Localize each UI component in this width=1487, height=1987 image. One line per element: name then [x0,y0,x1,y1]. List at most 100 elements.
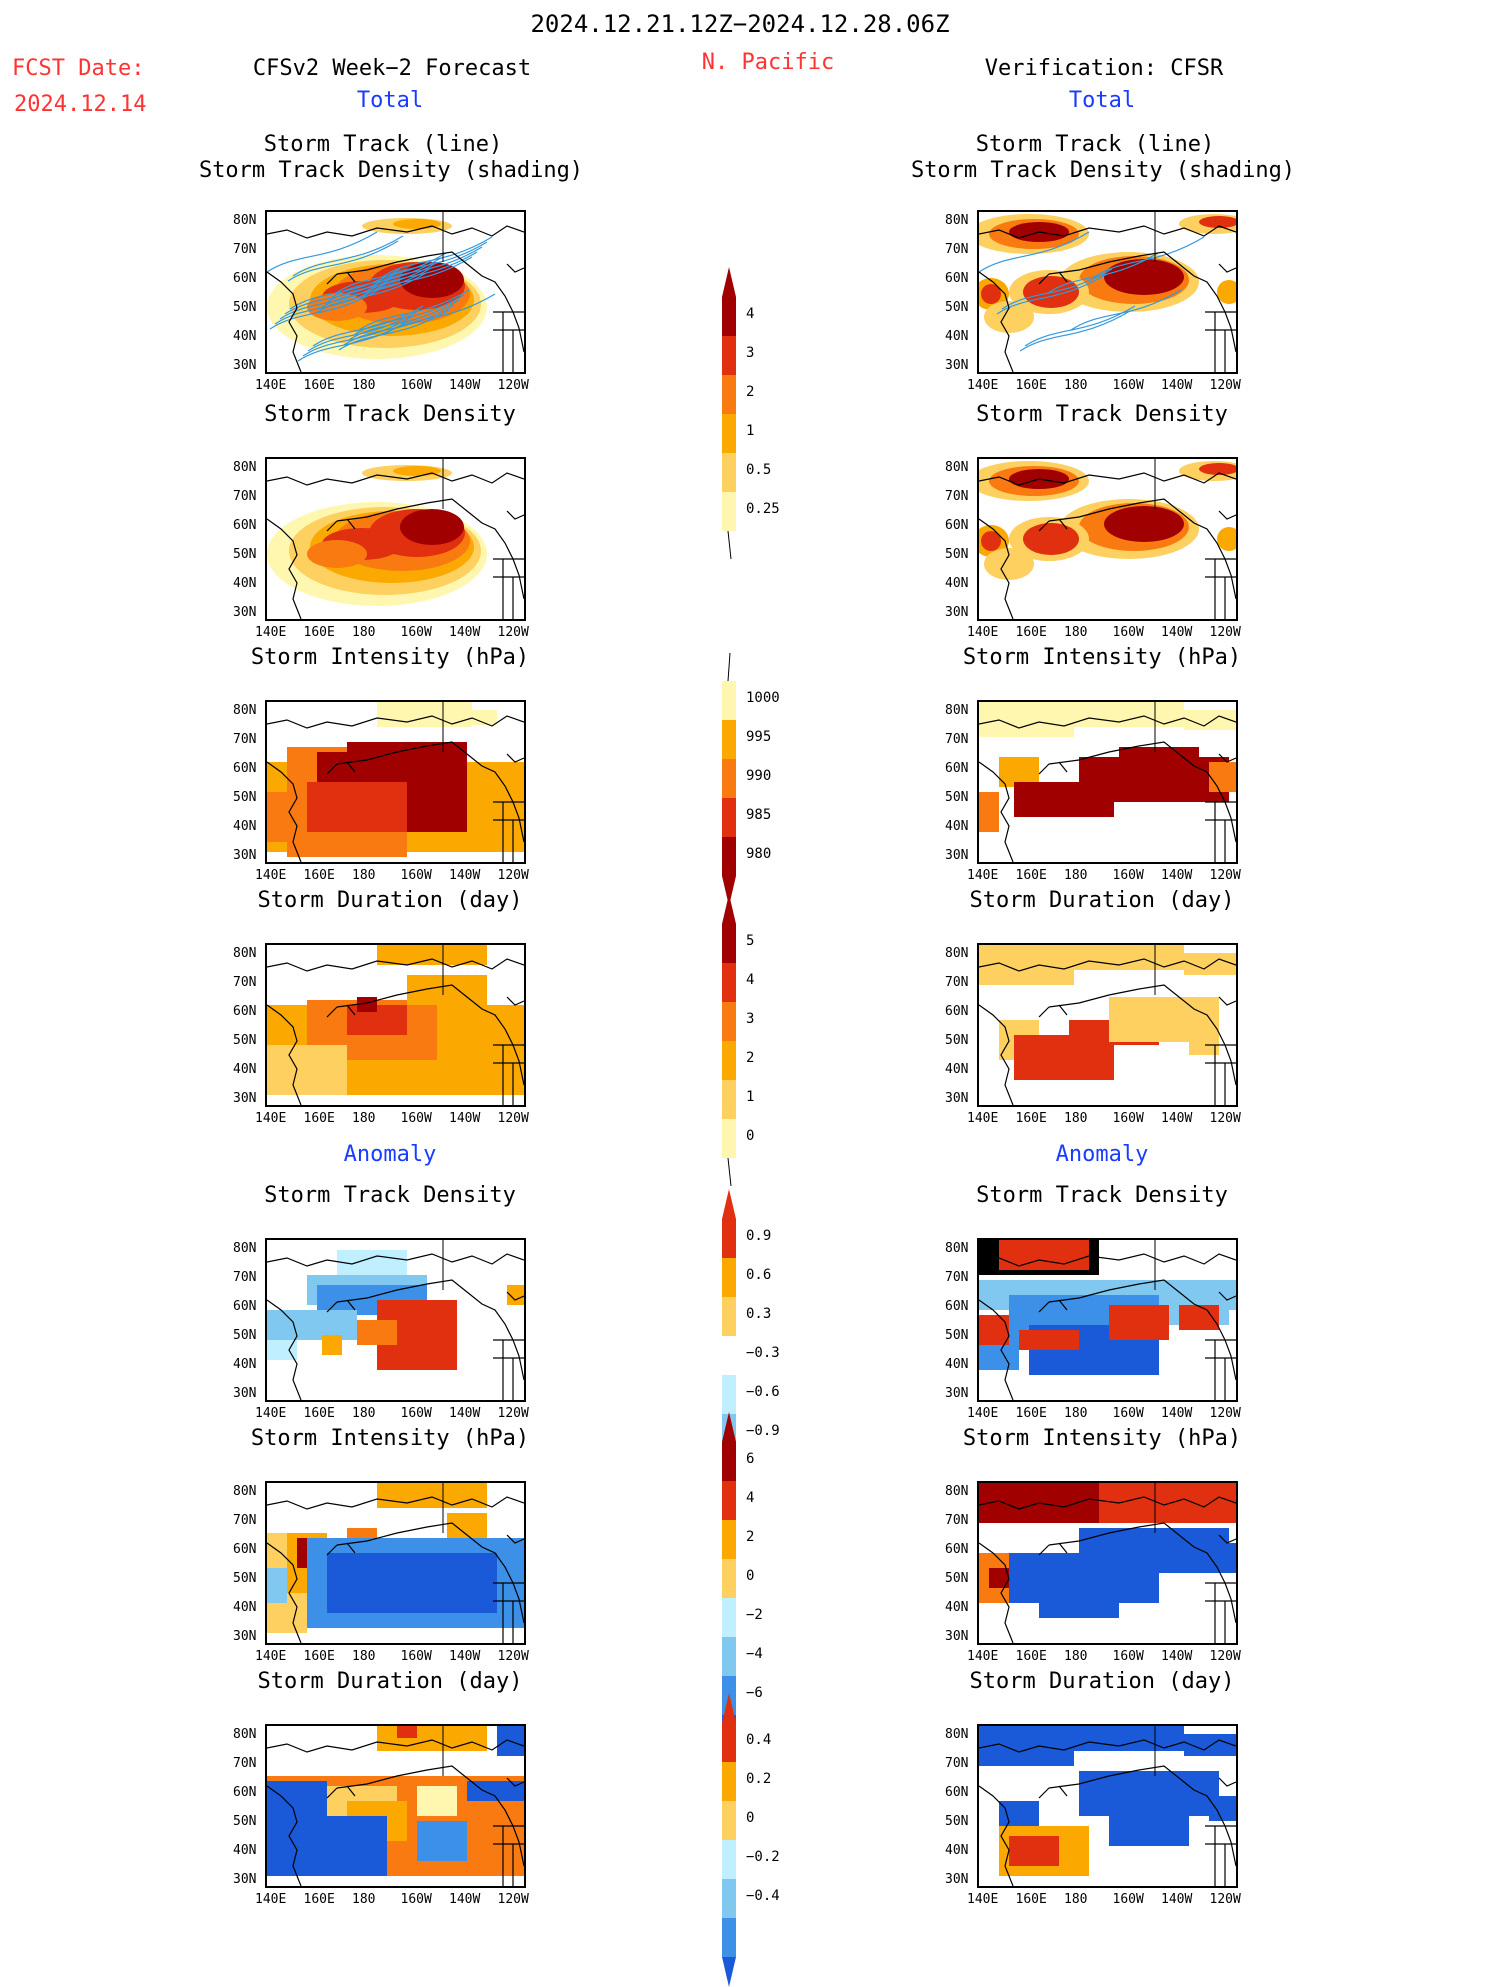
coastline [1205,311,1236,372]
lon-tick-label: 160W [400,1892,432,1907]
lon-tick-label: 160E [1015,625,1047,640]
coastline [1048,1279,1236,1381]
lon-tick-label: 140W [1161,868,1193,883]
lat-tick-label: 40N [233,576,257,591]
storm-track-line [269,288,381,330]
lat-tick-label: 50N [233,1328,257,1343]
lon-tick-label: 140W [1161,1111,1193,1126]
lon-tick-label: 160W [1112,1111,1144,1126]
lat-tick-label: 30N [945,1386,969,1401]
lon-tick-label: 160E [1015,1406,1047,1421]
coastline [979,715,1236,729]
colorbar-label: 3 [746,1011,755,1027]
coastline [267,761,302,862]
coastline [979,1253,1236,1267]
coastline [493,1044,524,1105]
lat-tick-label: 70N [945,489,969,504]
lon-tick-label: 180 [352,378,376,393]
storm-track-line [292,235,404,277]
lon-tick-label: 180 [1064,1406,1088,1421]
colorbar-duration-total [722,894,736,1187]
lat-tick-label: 30N [233,1629,257,1644]
field-cell [377,702,472,727]
lon-tick-label: 120W [1209,1406,1241,1421]
forecast-total-track-density [265,457,526,621]
forecast-anomaly-intensity [265,1481,526,1645]
colorbar-label: 0.6 [746,1267,772,1283]
lon-tick-label: 140E [255,1111,287,1126]
lat-tick-label: 50N [233,300,257,315]
lat-tick-label: 60N [945,1004,969,1019]
lat-tick-label: 80N [233,1484,257,1499]
lat-tick-label: 60N [233,518,257,533]
coastline [1205,558,1236,619]
lon-tick-label: 140E [967,1111,999,1126]
field-cell [467,710,497,725]
lat-tick-label: 80N [945,460,969,475]
field-cell [1209,762,1236,792]
storm-track-line [320,267,432,309]
forecast-total-intensity [265,700,526,864]
coastline [1048,1765,1236,1867]
field-cell [1019,1330,1079,1350]
coastline [493,558,524,619]
field-shade [1104,259,1184,295]
storm-track-line [348,299,460,341]
lon-tick-label: 180 [352,1111,376,1126]
panel-title: Storm Track Density (shading) [198,158,584,183]
field-shade [1023,523,1079,555]
field-shade [984,548,1034,580]
coastline [326,1004,356,1018]
lon-tick-label: 140E [255,1892,287,1907]
storm-track-line [325,262,437,304]
lat-tick-label: 80N [945,946,969,961]
panel-title: Storm Track Density (shading) [910,158,1296,183]
lat-tick-label: 40N [945,576,969,591]
panel-title: Storm Duration (day) [969,888,1235,913]
coastline [1048,251,1236,353]
lat-tick-label: 80N [945,213,969,228]
colorbar-label: 0.2 [746,1771,772,1787]
lat-tick-label: 60N [233,1299,257,1314]
coastline [493,1339,524,1400]
lat-tick-label: 70N [233,489,257,504]
field-shade [981,284,1001,304]
field-cell [1009,1836,1059,1866]
storm-track-line [979,231,1090,273]
verification-total-track-density [977,457,1238,621]
coastline [326,518,356,532]
lon-tick-label: 140W [449,1649,481,1664]
colorbar-label: 0.9 [746,1228,772,1244]
lon-tick-label: 140E [967,378,999,393]
lat-tick-label: 60N [233,1542,257,1557]
lon-tick-label: 160E [303,1892,335,1907]
lon-tick-label: 140W [1161,1406,1193,1421]
lat-tick-label: 60N [945,1785,969,1800]
coastline [1218,1777,1236,1787]
panel-title: Storm Track Density [264,402,516,427]
field-shade [1199,463,1236,475]
coastline [1205,1582,1236,1643]
field-cell [979,1726,1074,1766]
lat-tick-label: 70N [945,1513,969,1528]
field-cell [507,1285,524,1305]
lon-tick-label: 140W [449,1111,481,1126]
lon-tick-label: 140W [449,1406,481,1421]
lon-tick-label: 140W [1161,378,1193,393]
coastline [1038,1004,1068,1018]
lon-tick-label: 140W [1161,1892,1193,1907]
lat-tick-label: 30N [233,358,257,373]
field-cell [377,1726,487,1751]
coastline [336,1765,524,1867]
coastline [979,271,1014,372]
panel-title: Storm Track Density [976,402,1228,427]
lon-tick-label: 140E [255,868,287,883]
coastline [506,1777,524,1787]
lon-tick-label: 180 [1064,1111,1088,1126]
colorbar-label: 2 [746,1529,755,1545]
lon-tick-label: 160E [1015,1649,1047,1664]
lat-tick-label: 50N [945,300,969,315]
lat-tick-label: 80N [945,1484,969,1499]
storm-track-line [358,289,470,331]
lon-tick-label: 160E [303,378,335,393]
